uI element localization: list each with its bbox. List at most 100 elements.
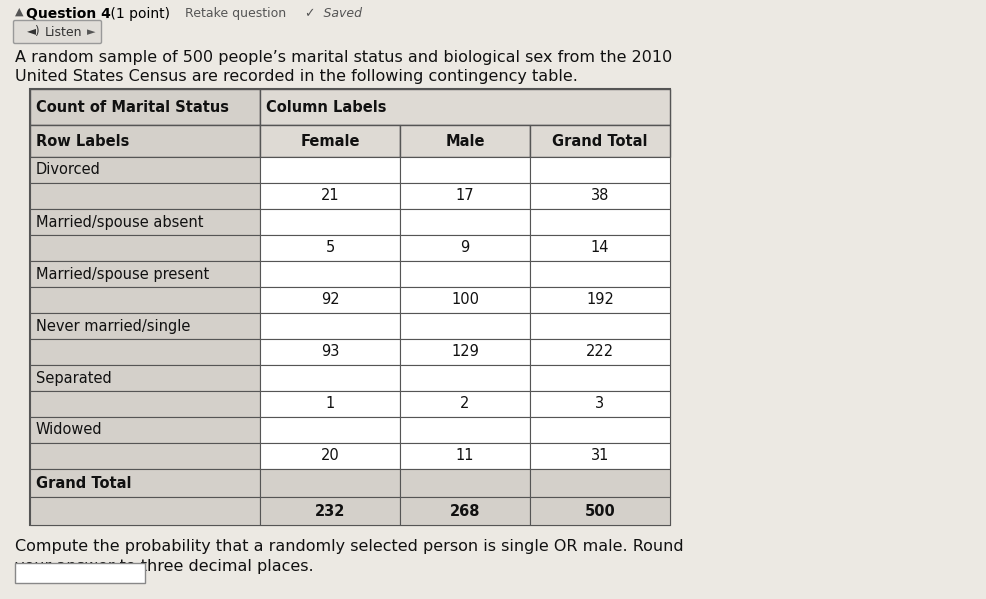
Text: 21: 21 [320,189,339,204]
Bar [399,235,529,261]
Text: 192: 192 [586,292,613,307]
Bar [259,497,399,525]
Text: Count of Marital Status: Count of Marital Status [35,99,229,114]
Bar [259,365,399,391]
Text: (1 point): (1 point) [106,7,170,21]
Bar [30,209,259,235]
Bar [529,365,669,391]
Bar [399,157,529,183]
Text: ◄): ◄) [27,26,40,38]
Bar [259,443,399,469]
Bar [529,287,669,313]
Bar [259,261,399,287]
Bar [30,391,259,417]
Bar [529,209,669,235]
Bar [399,287,529,313]
Bar [259,313,399,339]
Bar [259,287,399,313]
Text: your answer to three decimal places.: your answer to three decimal places. [15,559,314,574]
Text: 31: 31 [591,449,608,464]
Bar [259,339,399,365]
Text: 3: 3 [595,397,604,412]
Bar [259,183,399,209]
Bar [30,443,259,469]
Bar [30,497,259,525]
Bar [30,313,259,339]
Bar [529,157,669,183]
Bar [529,261,669,287]
FancyBboxPatch shape [14,20,102,44]
Bar [399,313,529,339]
Bar [399,365,529,391]
Bar [30,89,259,125]
Bar [259,125,399,157]
Text: ►: ► [87,27,96,37]
Text: 268: 268 [450,504,480,519]
Text: 1: 1 [325,397,334,412]
Text: Listen: Listen [45,26,83,38]
Text: 92: 92 [320,292,339,307]
Bar [15,563,145,583]
Text: Widowed: Widowed [35,422,103,437]
Text: 5: 5 [325,241,334,256]
Text: Female: Female [300,134,359,149]
Text: Question 4: Question 4 [26,7,110,21]
Bar [399,183,529,209]
Bar [529,497,669,525]
Bar [30,125,259,157]
Bar [30,183,259,209]
Bar [399,443,529,469]
Bar [399,125,529,157]
Text: 11: 11 [456,449,473,464]
Bar [529,125,669,157]
Bar [529,235,669,261]
Bar [30,365,259,391]
Bar [399,339,529,365]
Text: Retake question: Retake question [184,7,286,20]
Bar [399,469,529,497]
Text: ▲: ▲ [15,7,24,17]
Bar [529,339,669,365]
Bar [259,235,399,261]
Text: Column Labels: Column Labels [266,99,387,114]
Text: 129: 129 [451,344,478,359]
Bar [399,209,529,235]
Bar [30,287,259,313]
Bar [259,209,399,235]
Text: Grand Total: Grand Total [35,476,131,491]
Bar [399,261,529,287]
Text: 93: 93 [320,344,339,359]
Bar [259,391,399,417]
Bar [30,339,259,365]
Text: Separated: Separated [35,371,111,386]
Text: 9: 9 [459,241,469,256]
Bar [30,469,259,497]
Text: Divorced: Divorced [35,162,101,177]
Bar [259,469,399,497]
Text: 38: 38 [591,189,608,204]
Bar [259,157,399,183]
Bar [30,261,259,287]
Bar [259,417,399,443]
Bar [30,89,669,525]
Bar [259,89,669,125]
Text: 20: 20 [320,449,339,464]
Bar [399,391,529,417]
Bar [529,183,669,209]
Text: United States Census are recorded in the following contingency table.: United States Census are recorded in the… [15,69,577,84]
Text: Married/spouse absent: Married/spouse absent [35,214,203,229]
Bar [529,313,669,339]
Bar [399,417,529,443]
Bar [529,417,669,443]
Text: Married/spouse present: Married/spouse present [35,267,209,282]
Bar [30,235,259,261]
Bar [399,497,529,525]
Bar [529,391,669,417]
Text: 100: 100 [451,292,478,307]
Bar [30,417,259,443]
Text: Grand Total: Grand Total [552,134,647,149]
Text: Never married/single: Never married/single [35,319,190,334]
Text: Row Labels: Row Labels [35,134,129,149]
Text: ✓  Saved: ✓ Saved [305,7,362,20]
Text: 222: 222 [586,344,613,359]
